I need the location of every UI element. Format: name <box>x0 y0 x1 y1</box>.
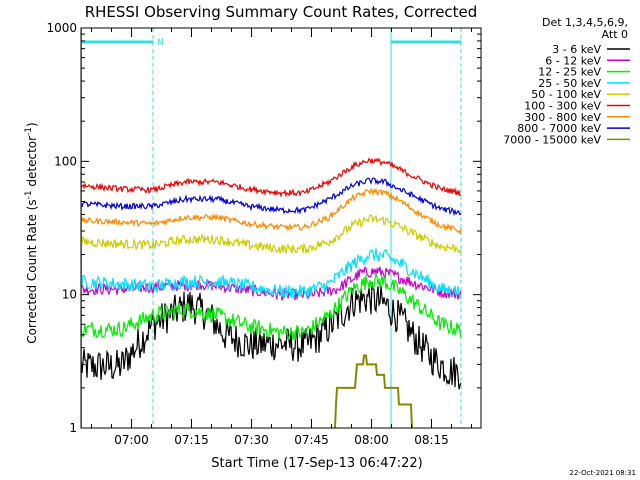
x-tick-label: 07:45 <box>294 433 329 447</box>
series-line <box>81 273 462 341</box>
series-line <box>81 214 462 255</box>
y-axis-label: Corrected Count Rate (s-1 detector-1) <box>24 122 39 343</box>
y-axis-label-exp2: -1 <box>24 127 34 136</box>
y-axis-label-part1: Corrected Count Rate (s <box>25 199 39 343</box>
series-line <box>81 248 462 300</box>
series-line <box>81 157 462 198</box>
legend-entry-label: 6 - 12 keV <box>545 54 601 67</box>
x-tick-label: 07:00 <box>114 433 149 447</box>
plot-frame <box>80 27 482 429</box>
legend-entry-label: 12 - 25 keV <box>538 66 601 79</box>
y-tick-label: 10 <box>62 288 77 302</box>
x-tick-label: 07:15 <box>174 433 209 447</box>
axes: 1 10 100 1000 07:00 07:15 07:30 07:45 08:00 08:15 <box>46 21 482 447</box>
y-axis-label-exp1: -1 <box>24 190 34 199</box>
series-line <box>81 187 462 235</box>
legend-entry-label: 100 - 300 keV <box>524 100 601 113</box>
series-line <box>81 177 462 217</box>
y-axis-label-part2: detector <box>25 136 39 191</box>
x-tick-label: 07:30 <box>234 433 269 447</box>
y-tick-label: 1 <box>69 421 77 435</box>
footer-timestamp: 22-Oct-2021 08:31 <box>570 469 636 477</box>
chart-title: RHESSI Observing Summary Count Rates, Co… <box>85 3 478 21</box>
y-tick-label: 1000 <box>46 21 77 35</box>
legend-header-detectors: Det 1,3,4,5,6,9, <box>542 16 628 29</box>
legend-entry-label: 25 - 50 keV <box>538 77 601 90</box>
series-line <box>334 354 413 428</box>
x-tick-label: 08:15 <box>414 433 449 447</box>
plot-area: N <box>81 28 462 428</box>
legend-entry-label: 300 - 800 keV <box>524 111 601 124</box>
plot-clip-group <box>81 28 462 428</box>
legend-entry-label: 50 - 100 keV <box>531 88 601 101</box>
series-line <box>81 281 462 390</box>
legend-header-attenuator: Att 0 <box>602 28 628 41</box>
legend-entry-label: 3 - 6 keV <box>552 43 601 56</box>
legend-entry-label: 800 - 7000 keV <box>517 122 601 135</box>
legend-entry-label: 7000 - 15000 keV <box>503 133 601 146</box>
x-tick-label: 08:00 <box>354 433 389 447</box>
y-axis-label-part3: ) <box>25 122 39 127</box>
night-annotation-label: N <box>157 38 164 48</box>
y-tick-label: 100 <box>54 154 77 168</box>
x-axis-label: Start Time (17-Sep-13 06:47:22) <box>211 456 422 471</box>
